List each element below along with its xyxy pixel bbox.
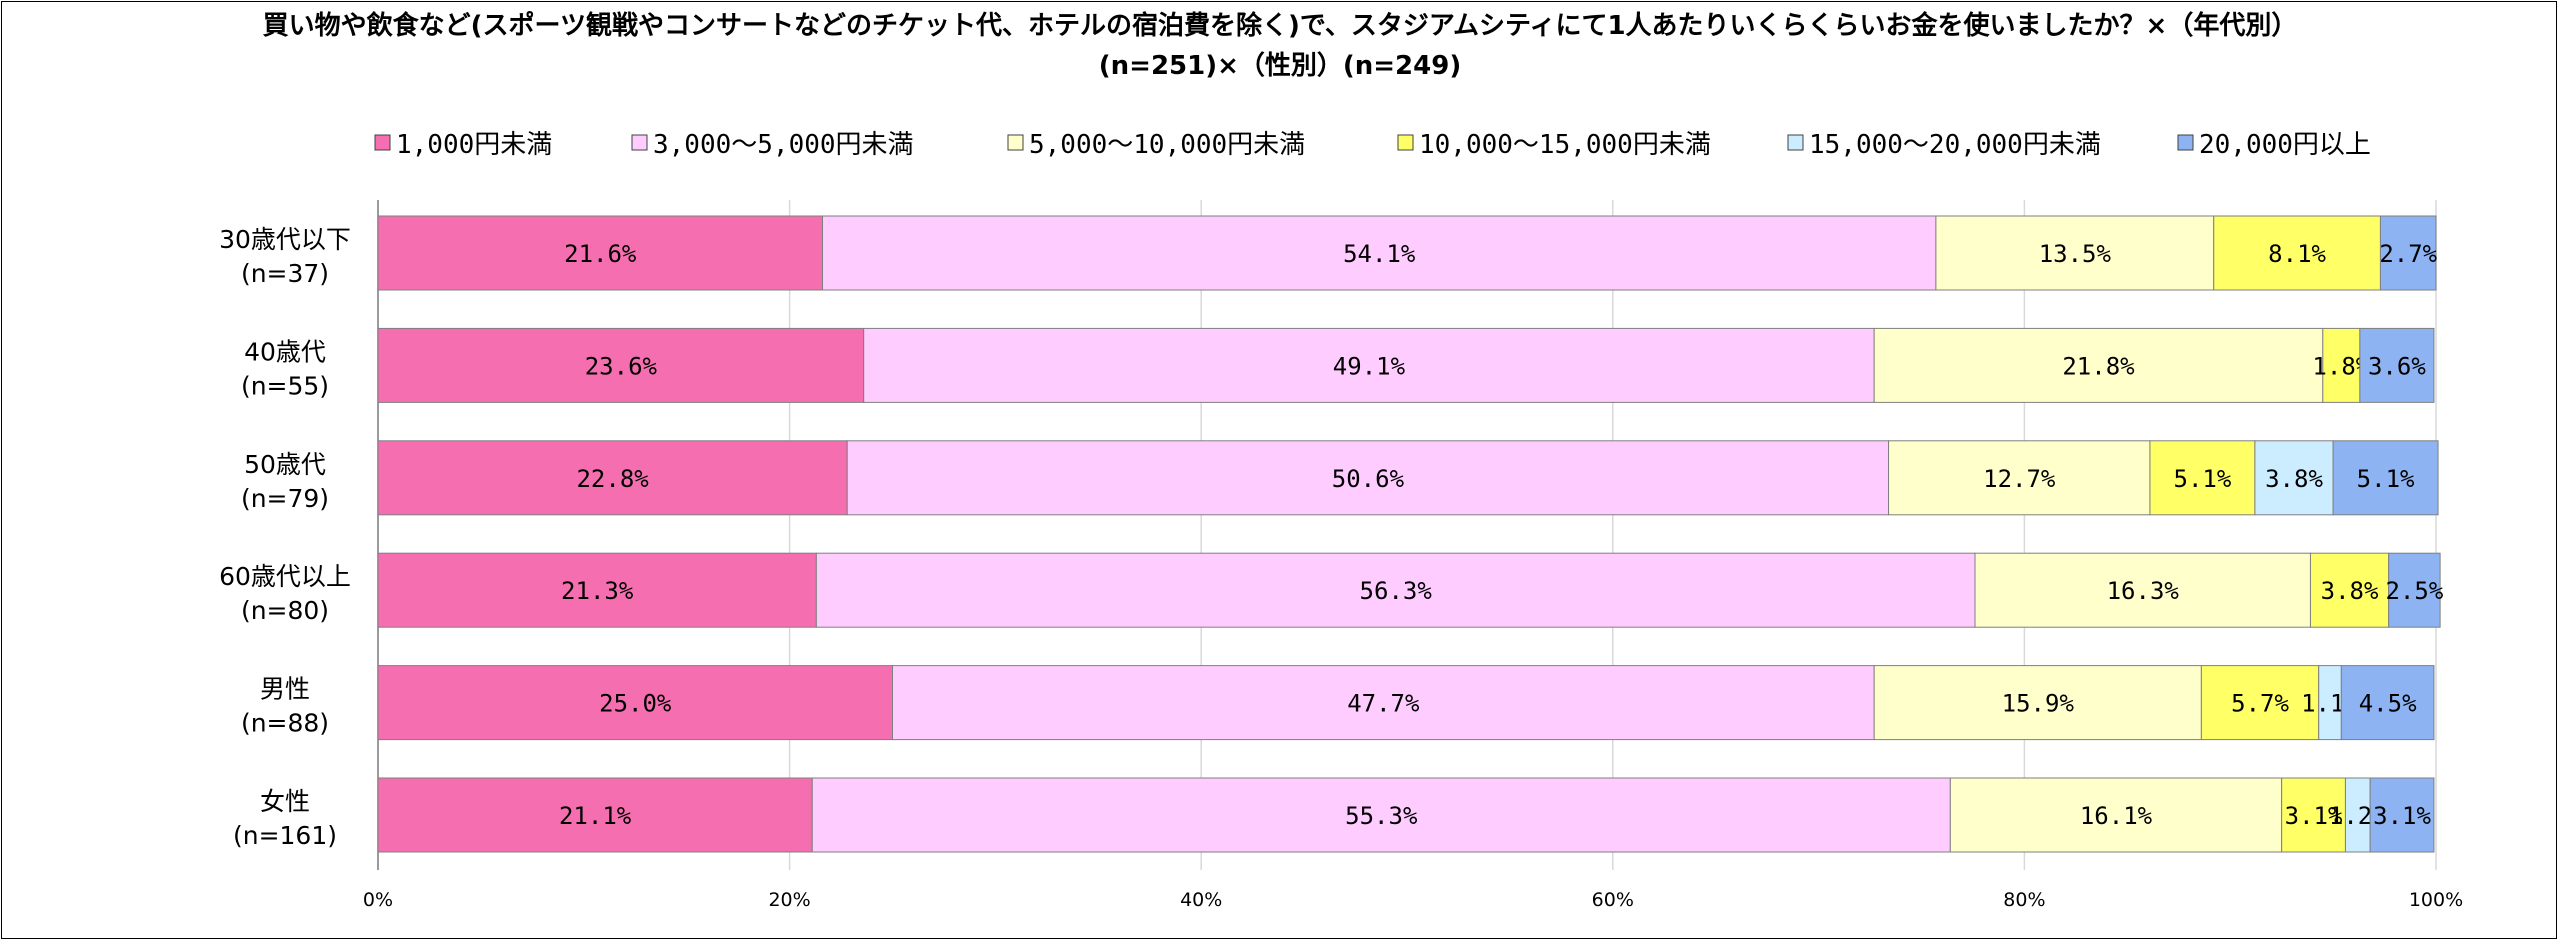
bar-segment [2281, 777, 2346, 853]
bar-segment [892, 665, 1875, 741]
data-label: 55.3% [1345, 802, 1418, 830]
category-label: 50歳代 [244, 450, 326, 479]
legend-swatch [1397, 134, 1414, 151]
data-label: 22.8% [576, 465, 649, 493]
data-label: 25.0% [599, 690, 672, 718]
data-label: 23.6% [585, 352, 658, 380]
bar-segment [2379, 215, 2437, 291]
x-tick-label: 60% [1592, 889, 1634, 911]
legend-swatch [631, 134, 648, 151]
bar-segment [2369, 777, 2435, 853]
legend-swatch [2177, 134, 2194, 151]
bar-segment [811, 777, 1951, 853]
data-label: 3.1% [2373, 802, 2431, 830]
category-n-label: (n=79) [241, 484, 329, 513]
data-label: 2.5% [2385, 577, 2443, 605]
data-label: 56.3% [1360, 577, 1433, 605]
bar-segment [377, 440, 848, 516]
bar-segment [1888, 440, 2151, 516]
bar-segment [377, 552, 817, 628]
chart-subtitle: (n=251)×（性別）(n=249) [1098, 51, 1462, 81]
data-label: 3.1% [2285, 802, 2343, 830]
legend-label: 3,000～5,000円未満 [653, 130, 914, 160]
bar-segment [1873, 327, 2324, 403]
data-label: 3.8% [2265, 465, 2323, 493]
data-label: 4.5% [2359, 690, 2417, 718]
category-label: 女性 [260, 787, 310, 816]
bar-segment [377, 327, 865, 403]
x-tick-label: 40% [1180, 889, 1222, 911]
data-label: 16.3% [2107, 577, 2180, 605]
data-label: 13.5% [2039, 240, 2112, 268]
category-n-label: (n=161) [233, 821, 337, 850]
data-label: 21.8% [2062, 352, 2135, 380]
legend-swatch [1007, 134, 1024, 151]
legend-label: 20,000円以上 [2199, 130, 2371, 160]
bar-segment [377, 215, 824, 291]
data-label: 12.7% [1983, 465, 2056, 493]
data-label: 8.1% [2268, 240, 2326, 268]
bar-segment [2388, 552, 2441, 628]
data-label: 5.1% [2357, 465, 2415, 493]
data-label: 15.9% [2002, 690, 2075, 718]
bar-segment [1974, 552, 2311, 628]
data-label: 21.6% [564, 240, 637, 268]
bar-segment [846, 440, 1890, 516]
bar-segment [377, 777, 813, 853]
legend-swatch [1787, 134, 1804, 151]
data-label: 54.1% [1343, 240, 1416, 268]
bar-segment [1873, 665, 2202, 741]
legend-label: 5,000～10,000円未満 [1029, 130, 1305, 160]
bar-segment [863, 327, 1875, 403]
bar-segment [2213, 215, 2381, 291]
bar-segment [822, 215, 1937, 291]
bar-segment [1949, 777, 2283, 853]
category-label: 60歳代以上 [219, 562, 351, 591]
chart-title: 買い物や飲食など(スポーツ観戦やコンサートなどのチケット代、ホテルの宿泊費を除く… [262, 11, 2298, 41]
category-n-label: (n=88) [241, 709, 329, 738]
bar-segment [2359, 327, 2435, 403]
x-tick-label: 0% [363, 889, 393, 911]
bar-segment [2200, 665, 2320, 741]
x-tick-label: 20% [768, 889, 810, 911]
legend-label: 10,000～15,000円未満 [1419, 130, 1711, 160]
legend-swatch [374, 134, 391, 151]
bar-segment [1935, 215, 2215, 291]
data-label: 21.1% [559, 802, 632, 830]
bar-segment [815, 552, 1976, 628]
bar-segment [2322, 327, 2361, 403]
data-label: 5.7% [2231, 690, 2289, 718]
data-label: 16.1% [2080, 802, 2153, 830]
legend-label: 1,000円未満 [396, 130, 552, 160]
category-n-label: (n=80) [241, 596, 329, 625]
category-n-label: (n=37) [241, 259, 329, 288]
category-label: 男性 [260, 675, 310, 704]
x-tick-label: 100% [2409, 889, 2463, 911]
legend-label: 15,000～20,000円未満 [1809, 130, 2101, 160]
bar-segment [2254, 440, 2334, 516]
category-label: 30歳代以下 [219, 225, 351, 254]
data-label: 3.8% [2321, 577, 2379, 605]
data-label: 3.6% [2368, 352, 2426, 380]
x-tick-label: 80% [2003, 889, 2045, 911]
bar-segment [2340, 665, 2435, 741]
data-label: 49.1% [1333, 352, 1406, 380]
bar-segment [2332, 440, 2439, 516]
category-label: 40歳代 [244, 337, 326, 366]
bar-segment [2149, 440, 2256, 516]
category-n-label: (n=55) [241, 371, 329, 400]
data-label: 50.6% [1332, 465, 1405, 493]
data-label: 47.7% [1347, 690, 1420, 718]
data-label: 2.7% [2379, 240, 2437, 268]
data-label: 21.3% [561, 577, 634, 605]
data-label: 5.1% [2174, 465, 2232, 493]
